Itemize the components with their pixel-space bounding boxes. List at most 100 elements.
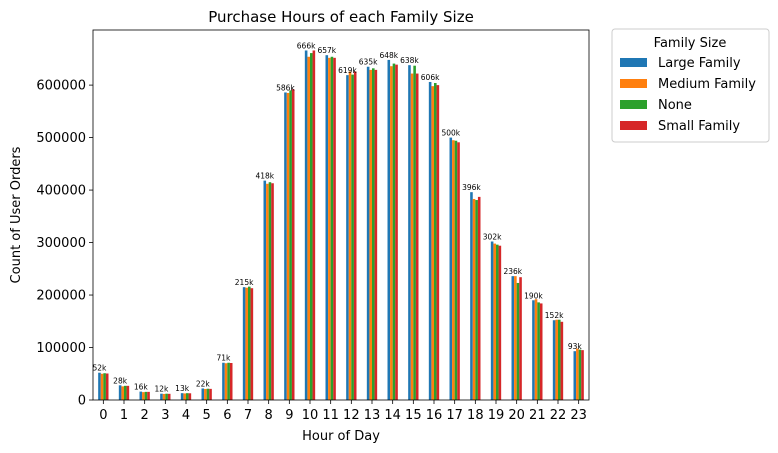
y-tick-label: 100000 <box>36 341 86 356</box>
bar-large-family-hour-20 <box>511 276 515 400</box>
x-tick-label: 0 <box>99 408 107 423</box>
bar-none-hour-19 <box>496 244 499 400</box>
x-tick-label: 4 <box>182 408 190 423</box>
bar-medium-family-hour-3 <box>162 393 166 400</box>
x-tick-label: 16 <box>426 408 443 423</box>
bar-none-hour-23 <box>578 349 582 400</box>
x-tick-label: 20 <box>508 408 525 423</box>
data-label-hour-7: 215k <box>235 278 254 287</box>
bar-small-family-hour-4 <box>188 393 192 400</box>
legend-label-small-family: Small Family <box>658 119 740 134</box>
bar-small-family-hour-8 <box>271 183 274 400</box>
data-label-hour-12: 619k <box>338 66 357 75</box>
bar-large-family-hour-17 <box>449 137 453 400</box>
chart-title: Purchase Hours of each Family Size <box>208 8 474 26</box>
bar-medium-family-hour-8 <box>266 183 269 400</box>
legend-label-large-family: Large Family <box>658 56 741 71</box>
data-label-hour-15: 638k <box>400 56 419 65</box>
y-tick-label: 0 <box>78 394 86 409</box>
bar-large-family-hour-5 <box>201 388 205 400</box>
x-tick-label: 18 <box>467 408 484 423</box>
data-label-hour-21: 190k <box>524 291 543 300</box>
data-label-hour-0: 52k <box>93 364 108 373</box>
bars-group <box>98 50 584 401</box>
bar-medium-family-hour-0 <box>100 373 104 400</box>
bar-medium-family-hour-13 <box>369 69 372 400</box>
x-tick-label: 13 <box>364 408 381 423</box>
bar-small-family-hour-10 <box>312 50 316 400</box>
bar-medium-family-hour-9 <box>286 92 290 400</box>
bar-medium-family-hour-12 <box>348 71 352 401</box>
bar-medium-family-hour-6 <box>224 363 228 400</box>
bar-small-family-hour-9 <box>291 89 295 401</box>
bar-small-family-hour-2 <box>147 391 150 400</box>
x-tick-label: 12 <box>343 408 360 423</box>
bar-medium-family-hour-11 <box>328 57 331 400</box>
x-tick-label: 3 <box>161 408 169 423</box>
y-axis: 0 100000 200000 300000 400000 500000 600000 <box>36 79 93 409</box>
bar-large-family-hour-1 <box>118 385 122 400</box>
x-axis: 0 1 2 3 4 5 6 7 8 9 10 11 12 13 14 15 16 17 18 19 20 21 22 23 <box>99 400 587 423</box>
x-axis-label: Hour of Day <box>302 429 380 444</box>
bar-small-family-hour-0 <box>105 373 109 400</box>
bar-large-family-hour-12 <box>346 75 349 400</box>
bar-medium-family-hour-20 <box>514 276 517 400</box>
legend: Family Size Large Family Medium Family Non… <box>611 28 770 143</box>
bar-large-family-hour-21 <box>532 300 535 400</box>
bar-small-family-hour-12 <box>353 71 357 401</box>
legend-swatch-none <box>620 100 647 109</box>
data-label-hour-20: 236k <box>503 267 522 276</box>
bar-medium-family-hour-23 <box>576 348 579 400</box>
legend-label-none: None <box>658 98 692 113</box>
bar-none-hour-8 <box>268 182 272 400</box>
data-label-hour-4: 13k <box>175 384 190 393</box>
bar-small-family-hour-17 <box>457 142 460 400</box>
bar-none-hour-22 <box>558 319 561 400</box>
bar-none-hour-18 <box>475 200 478 400</box>
bar-large-family-hour-19 <box>490 241 494 400</box>
bar-medium-family-hour-18 <box>472 198 476 400</box>
bar-small-family-hour-14 <box>395 64 398 400</box>
bar-large-family-hour-15 <box>408 65 411 400</box>
x-tick-label: 10 <box>302 408 319 423</box>
bar-medium-family-hour-10 <box>307 56 310 401</box>
bar-large-family-hour-0 <box>98 372 101 400</box>
bar-none-hour-13 <box>372 68 375 400</box>
data-label-hour-11: 657k <box>317 46 336 55</box>
bar-small-family-hour-3 <box>167 393 171 400</box>
x-tick-label: 21 <box>529 408 546 423</box>
legend-frame <box>611 28 770 143</box>
bar-small-family-hour-20 <box>519 277 522 400</box>
x-tick-label: 8 <box>265 408 273 423</box>
x-tick-label: 19 <box>488 408 505 423</box>
bar-large-family-hour-18 <box>470 192 473 400</box>
data-label-hour-2: 16k <box>134 383 149 392</box>
bar-small-family-hour-11 <box>333 57 336 400</box>
legend-swatch-small-family <box>620 121 647 130</box>
bar-medium-family-hour-15 <box>410 73 414 400</box>
y-tick-label: 500000 <box>36 131 86 146</box>
data-label-hour-13: 635k <box>359 58 378 67</box>
data-label-hour-14: 648k <box>379 51 398 60</box>
bar-large-family-hour-8 <box>263 180 267 400</box>
bar-medium-family-hour-21 <box>534 299 538 400</box>
x-tick-label: 9 <box>285 408 293 423</box>
bar-medium-family-hour-22 <box>555 319 558 400</box>
bar-large-family-hour-4 <box>180 393 184 400</box>
x-tick-label: 1 <box>120 408 128 423</box>
x-tick-label: 7 <box>244 408 252 423</box>
legend-swatch-large-family <box>620 58 647 67</box>
bar-none-hour-0 <box>103 373 106 400</box>
bar-large-family-hour-2 <box>139 391 143 400</box>
x-tick-label: 2 <box>141 408 149 423</box>
bar-medium-family-hour-5 <box>204 388 207 400</box>
bar-small-family-hour-13 <box>374 69 378 400</box>
bar-medium-family-hour-4 <box>183 393 186 400</box>
y-tick-label: 300000 <box>36 236 86 251</box>
legend-label-medium-family: Medium Family <box>658 77 756 92</box>
x-tick-label: 15 <box>405 408 422 423</box>
bar-small-family-hour-22 <box>560 321 564 400</box>
bar-large-family-hour-11 <box>325 55 329 400</box>
bar-small-family-hour-21 <box>539 303 543 400</box>
bar-medium-family-hour-1 <box>121 386 124 400</box>
